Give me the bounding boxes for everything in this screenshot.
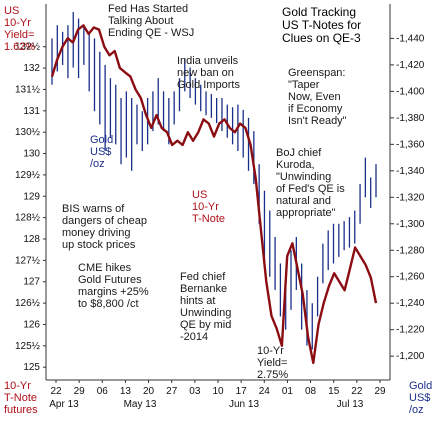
left-tick-label: 129: [23, 191, 40, 202]
left-tick-label: 130: [23, 149, 40, 160]
x-month-label: May 13: [124, 399, 157, 410]
right-tick-label: -1,420: [396, 60, 425, 71]
annotation-bernanke: Fed chief Bernanke hints at Unwinding QE…: [180, 271, 232, 343]
right-tick-label: -1,380: [396, 113, 425, 124]
right-tick-label: -1,360: [396, 139, 425, 150]
left-tick-label: 127: [23, 277, 40, 288]
x-tick-label: 20: [143, 386, 155, 397]
right-tick-label: -1,260: [396, 272, 425, 283]
right-tick-label: -1,280: [396, 245, 425, 256]
left-tick-label: 126½: [15, 298, 41, 309]
x-tick-label: 08: [305, 386, 317, 397]
x-tick-label: 29: [374, 386, 386, 397]
left-axis: 125 125½ 126 126½ 127 127½ 128 128½ 129 129½ 130 13…: [15, 42, 46, 373]
x-tick-label: 17: [236, 386, 248, 397]
tnote-series: [50, 24, 378, 365]
x-month-label: Jul 13: [337, 399, 364, 410]
x-tick-label: 22: [50, 386, 62, 397]
left-tick-label: 131½: [15, 84, 41, 95]
left-tick-label: 128: [23, 234, 40, 245]
right-tick-label: -1,240: [396, 298, 425, 309]
left-tick-label: 125: [23, 362, 40, 373]
right-axis-label: Gold US$ /oz: [409, 380, 433, 416]
x-month-label: Jun 13: [229, 399, 259, 410]
annotation-us-tnote-label: US 10-Yr T-Note: [192, 189, 226, 225]
left-tick-label: 129½: [15, 170, 41, 181]
annotation-india-ban: India unveils new ban on Gold Imports: [177, 55, 240, 91]
annotation-kuroda: BoJ chief Kuroda, "Unwinding of Fed's QE…: [276, 147, 345, 219]
right-tick-label: -1,320: [396, 192, 425, 203]
x-tick-label: 24: [259, 386, 271, 397]
annotation-gold-label: Gold US$ /oz: [90, 134, 114, 170]
x-tick-label: 13: [120, 386, 132, 397]
x-tick-label: 06: [97, 386, 109, 397]
annotation-greenspan: Greenspan: "Taper Now, Even if Economy I…: [288, 67, 347, 127]
right-tick-label: -1,220: [396, 325, 425, 336]
left-tick-label: 132: [23, 63, 40, 74]
x-tick-label: 27: [166, 386, 178, 397]
x-tick-label: 22: [351, 386, 363, 397]
left-tick-label: 126: [23, 319, 40, 330]
right-tick-label: -1,340: [396, 166, 425, 177]
tnote-line: [50, 24, 378, 365]
gold-series: [51, 11, 377, 350]
annotation-bis-warns: BIS warns of dangers of cheap money driv…: [62, 203, 148, 251]
x-tick-label: 29: [74, 386, 86, 397]
x-month-label: Apr 13: [49, 399, 79, 410]
left-tick-label: 130½: [15, 127, 41, 138]
right-tick-label: -1,200: [396, 351, 425, 362]
x-axis: 22 29 06 13 20 27 03 10 17 24 01 08 15 22 29 Apr 13 May …: [49, 380, 386, 410]
x-tick-label: 15: [328, 386, 340, 397]
annotation-fed-started: Fed Has Started Talking About Ending QE …: [108, 3, 195, 39]
x-tick-label: 10: [212, 386, 224, 397]
left-tick-label: 132½: [15, 42, 41, 53]
left-tick-label: 131: [23, 106, 40, 117]
annotation-yield-end: 10-Yr Yield= 2.75%: [257, 345, 289, 381]
left-axis-label: 10-Yr T-Note futures: [4, 380, 38, 416]
right-tick-label: -1,400: [396, 86, 425, 97]
x-tick-label: 03: [189, 386, 201, 397]
annotation-us-yield-start: US 10-Yr Yield= 1.62%: [4, 5, 36, 53]
right-axis: -1,200 -1,220 -1,240 -1,260 -1,280 -1,300 -1,3…: [390, 33, 425, 362]
right-tick-label: -1,440: [396, 33, 425, 44]
x-tick-label: 01: [282, 386, 294, 397]
left-tick-label: 127½: [15, 255, 41, 266]
left-tick-label: 125½: [15, 341, 41, 352]
left-tick-label: 128½: [15, 213, 41, 224]
annotation-cme-hikes: CME hikes Gold Futures margins +25% to $…: [78, 262, 149, 310]
right-tick-label: -1,300: [396, 219, 425, 230]
chart-title: Gold Tracking US T-Notes for Clues on QE…: [282, 5, 362, 45]
